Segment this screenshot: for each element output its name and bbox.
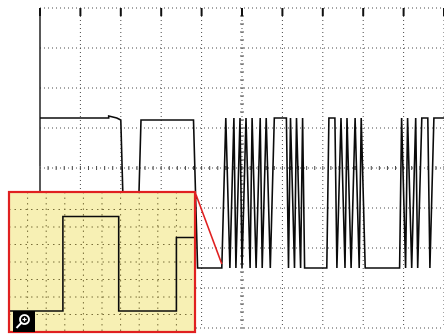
- inset-signal-trace: [9, 215, 195, 312]
- magnifier-icon: [15, 314, 30, 329]
- magnifier-button[interactable]: [13, 311, 35, 332]
- signal-trace: [40, 114, 444, 269]
- zoom-inset: [7, 190, 197, 334]
- inset-border: [7, 190, 197, 334]
- zoom-connector-line: [194, 191, 223, 265]
